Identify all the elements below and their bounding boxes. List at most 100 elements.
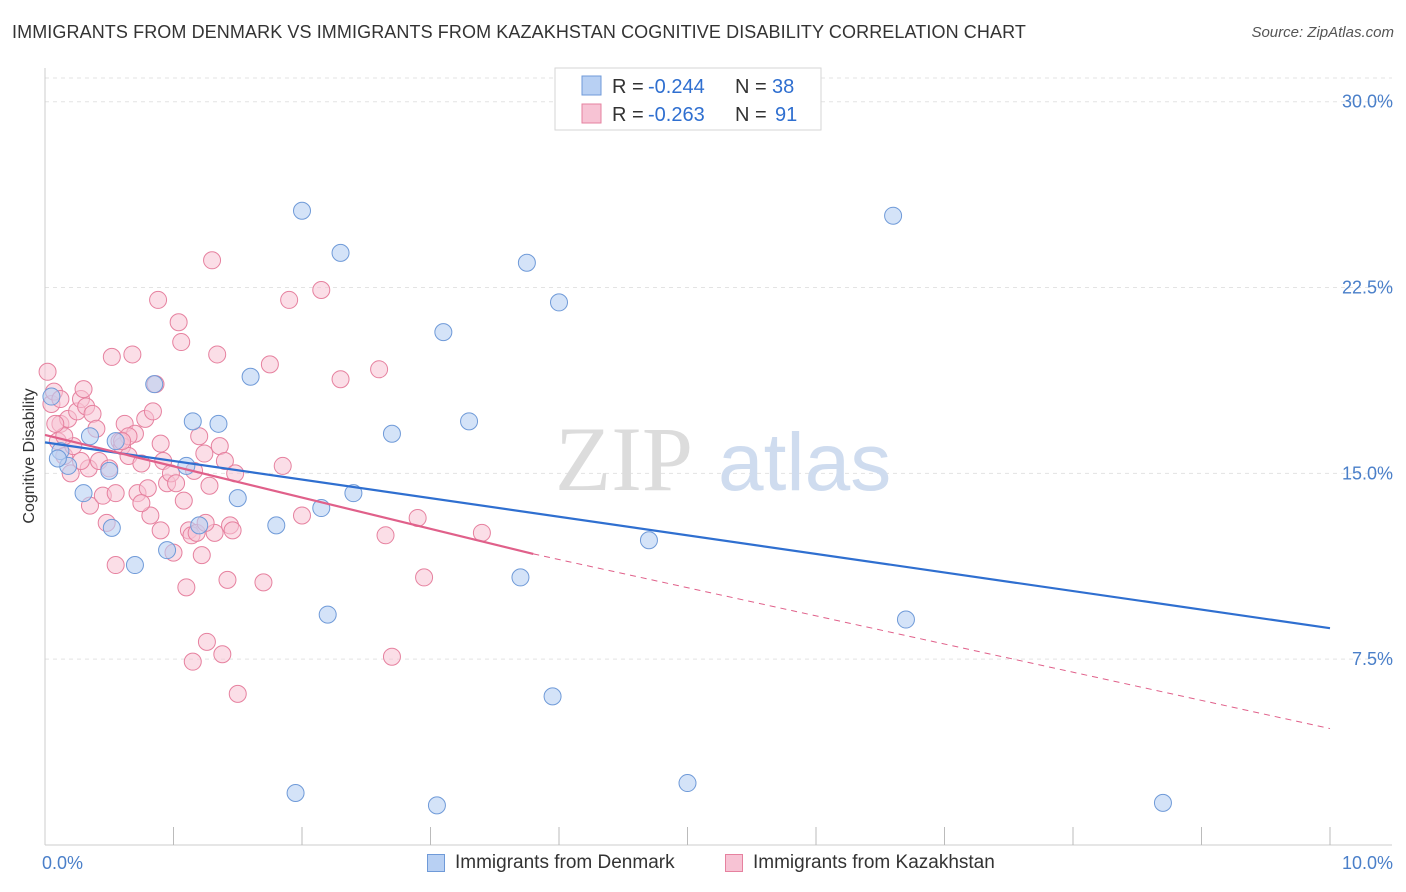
kazakhstan-point-36 bbox=[149, 290, 168, 309]
x-tick-label-1: 10.0% bbox=[1342, 853, 1393, 873]
kazakhstan-point-32 bbox=[138, 479, 157, 498]
bottom-legend-kazakhstan: Immigrants from Kazakhstan bbox=[725, 852, 995, 874]
denmark-point-28 bbox=[517, 253, 536, 272]
denmark-point-37 bbox=[48, 449, 67, 468]
kazakhstan-point-75 bbox=[376, 526, 395, 545]
denmark-point-14 bbox=[228, 489, 247, 508]
trendline-2 bbox=[533, 553, 1331, 730]
legend-n-label-denmark: N = bbox=[735, 76, 767, 98]
kazakhstan-point-53 bbox=[195, 444, 214, 463]
denmark-point-34 bbox=[896, 610, 915, 629]
kazakhstan-point-46 bbox=[177, 578, 196, 597]
watermark-atlas: atlas bbox=[718, 417, 891, 508]
kazakhstan-point-66 bbox=[228, 684, 247, 703]
watermark-zip: ZIP bbox=[555, 408, 693, 510]
denmark-point-16 bbox=[267, 516, 286, 535]
kazakhstan-point-21 bbox=[102, 347, 121, 366]
kazakhstan-point-69 bbox=[273, 456, 292, 475]
legend-n-value-kazakhstan: 91 bbox=[775, 104, 797, 126]
bottom-legend-swatch-denmark bbox=[427, 854, 445, 872]
y-tick-label-2: 22.5% bbox=[1342, 278, 1393, 298]
kazakhstan-point-90 bbox=[151, 521, 170, 540]
legend-n-value-denmark: 38 bbox=[772, 76, 794, 98]
legend-r-value-kazakhstan: -0.263 bbox=[648, 104, 705, 126]
denmark-point-29 bbox=[543, 687, 562, 706]
kazakhstan-point-54 bbox=[197, 632, 216, 651]
denmark-point-17 bbox=[286, 783, 305, 802]
tick-labels: 7.5% 15.0% 22.5% 30.0% 0.0% 10.0% bbox=[42, 92, 1393, 873]
x-tick-label-0: 0.0% bbox=[42, 853, 83, 873]
kazakhstan-point-86 bbox=[46, 414, 65, 433]
kazakhstan-point-44 bbox=[172, 333, 191, 352]
denmark-point-25 bbox=[434, 323, 453, 342]
kazakhstan-point-84 bbox=[183, 652, 202, 671]
legend-swatch-denmark bbox=[581, 75, 602, 96]
legend-swatch-kazakhstan bbox=[581, 103, 602, 124]
denmark-point-35 bbox=[1153, 793, 1172, 812]
denmark-point-27 bbox=[511, 568, 530, 587]
kazakhstan-point-27 bbox=[123, 345, 142, 364]
kazakhstan-point-72 bbox=[312, 281, 331, 300]
kazakhstan-point-0 bbox=[38, 362, 57, 381]
denmark-point-30 bbox=[550, 293, 568, 312]
kazakhstan-point-11 bbox=[74, 380, 93, 399]
denmark-point-7 bbox=[125, 556, 144, 575]
trendlines bbox=[44, 433, 1331, 730]
bottom-legend-label-kazakhstan: Immigrants from Kazakhstan bbox=[753, 852, 995, 873]
denmark-point-13 bbox=[209, 414, 228, 433]
axes bbox=[44, 68, 1392, 846]
denmark-point-6 bbox=[106, 432, 125, 451]
source-label: Source: ZipAtlas.com bbox=[1251, 24, 1394, 41]
kazakhstan-point-67 bbox=[254, 573, 273, 592]
kazakhstan-point-15 bbox=[83, 404, 102, 423]
kazakhstan-point-34 bbox=[143, 402, 162, 421]
kazakhstan-point-71 bbox=[293, 506, 311, 525]
kazakhstan-point-70 bbox=[280, 290, 299, 309]
denmark-point-18 bbox=[293, 201, 311, 220]
denmark-point-32 bbox=[678, 774, 697, 793]
kazakhstan-point-51 bbox=[190, 427, 209, 446]
stats-legend: R = -0.244 N = 38 R = -0.263 N = 91 bbox=[554, 67, 822, 131]
trendline-0 bbox=[44, 441, 1331, 630]
kazakhstan-point-58 bbox=[208, 345, 227, 364]
kazakhstan-point-55 bbox=[200, 476, 219, 495]
kazakhstan-point-83 bbox=[132, 494, 151, 513]
kazakhstan-point-52 bbox=[192, 546, 211, 565]
bottom-legend-label-denmark: Immigrants from Denmark bbox=[455, 852, 675, 873]
legend-r-label-denmark: R = bbox=[612, 76, 644, 98]
kazakhstan-point-81 bbox=[106, 484, 125, 503]
trendline-1 bbox=[44, 433, 534, 555]
denmark-point-26 bbox=[460, 412, 479, 431]
legend-r-label-kazakhstan: R = bbox=[612, 104, 644, 126]
denmark-point-23 bbox=[382, 424, 401, 443]
denmark-point-21 bbox=[331, 243, 350, 262]
denmark-point-33 bbox=[884, 206, 903, 225]
kazakhstan-point-43 bbox=[169, 313, 188, 332]
kazakhstan-point-60 bbox=[213, 645, 232, 664]
kazakhstan-point-76 bbox=[382, 647, 401, 666]
y-tick-label-1: 15.0% bbox=[1342, 463, 1393, 483]
denmark-point-12 bbox=[190, 516, 209, 535]
kazakhstan-point-68 bbox=[260, 355, 279, 374]
denmark-points bbox=[42, 201, 1172, 815]
denmark-point-4 bbox=[100, 461, 119, 480]
bottom-legend: Immigrants from Denmark Immigrants from … bbox=[0, 852, 1406, 880]
kazakhstan-point-42 bbox=[167, 474, 186, 493]
legend-r-value-denmark: -0.244 bbox=[648, 76, 705, 98]
denmark-point-5 bbox=[102, 518, 121, 537]
watermark: ZIP atlas bbox=[555, 408, 891, 510]
kazakhstan-point-33 bbox=[141, 506, 160, 525]
kazakhstan-point-73 bbox=[331, 370, 350, 389]
kazakhstan-point-56 bbox=[203, 251, 222, 270]
denmark-point-9 bbox=[158, 541, 177, 560]
bottom-legend-swatch-kazakhstan bbox=[725, 854, 743, 872]
kazakhstan-point-64 bbox=[223, 521, 242, 540]
kazakhstan-point-74 bbox=[370, 360, 389, 379]
y-tick-label-0: 7.5% bbox=[1352, 649, 1393, 669]
denmark-point-24 bbox=[427, 796, 446, 815]
kazakhstan-point-78 bbox=[415, 568, 434, 587]
denmark-point-3 bbox=[80, 427, 99, 446]
denmark-point-20 bbox=[318, 605, 337, 624]
legend-n-label-kazakhstan: N = bbox=[735, 104, 767, 126]
